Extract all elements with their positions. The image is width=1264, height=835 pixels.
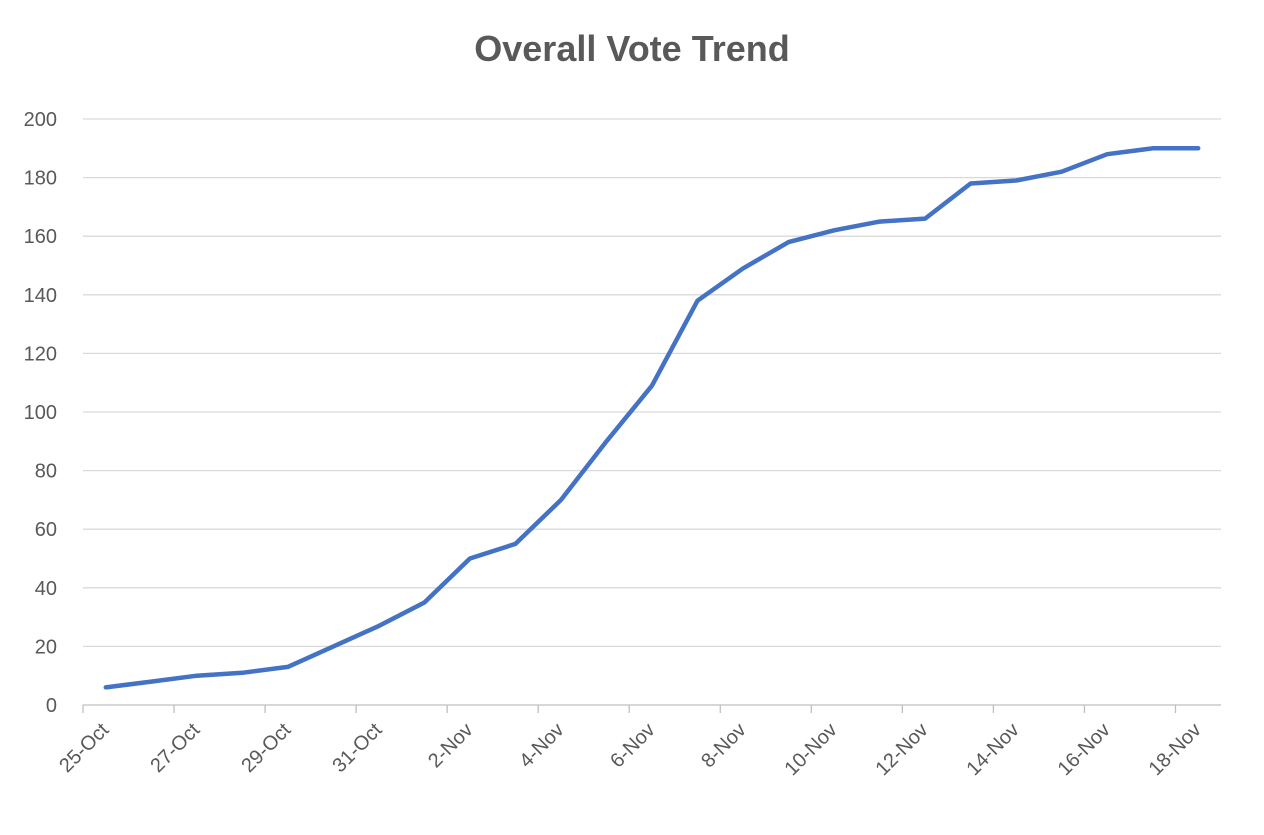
x-tick-label: 27-Oct — [146, 719, 204, 777]
x-tick-label: 6-Nov — [606, 719, 659, 772]
y-tick-label: 200 — [24, 109, 57, 131]
series-line — [106, 148, 1198, 687]
x-tick-label: 16-Nov — [1054, 719, 1115, 780]
x-tick-label: 25-Oct — [55, 719, 113, 777]
x-tick-label: 14-Nov — [963, 719, 1024, 780]
chart-title: Overall Vote Trend — [0, 28, 1264, 70]
x-tick-label: 4-Nov — [515, 719, 568, 772]
y-tick-label: 100 — [24, 402, 57, 424]
y-tick-label: 60 — [35, 519, 57, 541]
y-tick-label: 40 — [35, 578, 57, 600]
x-tick-label: 18-Nov — [1145, 719, 1206, 780]
x-tick-label: 12-Nov — [872, 719, 933, 780]
x-tick-label: 8-Nov — [697, 719, 750, 772]
y-tick-label: 180 — [24, 168, 57, 190]
y-tick-label: 20 — [35, 636, 57, 658]
x-tick-label: 29-Oct — [237, 719, 295, 777]
y-tick-label: 160 — [24, 226, 57, 248]
y-tick-label: 0 — [46, 695, 57, 717]
y-tick-label: 120 — [24, 343, 57, 365]
y-tick-label: 80 — [35, 461, 57, 483]
x-tick-label: 31-Oct — [328, 719, 386, 777]
x-tick-label: 2-Nov — [424, 719, 477, 772]
y-tick-label: 140 — [24, 285, 57, 307]
x-tick-label: 10-Nov — [780, 719, 841, 780]
